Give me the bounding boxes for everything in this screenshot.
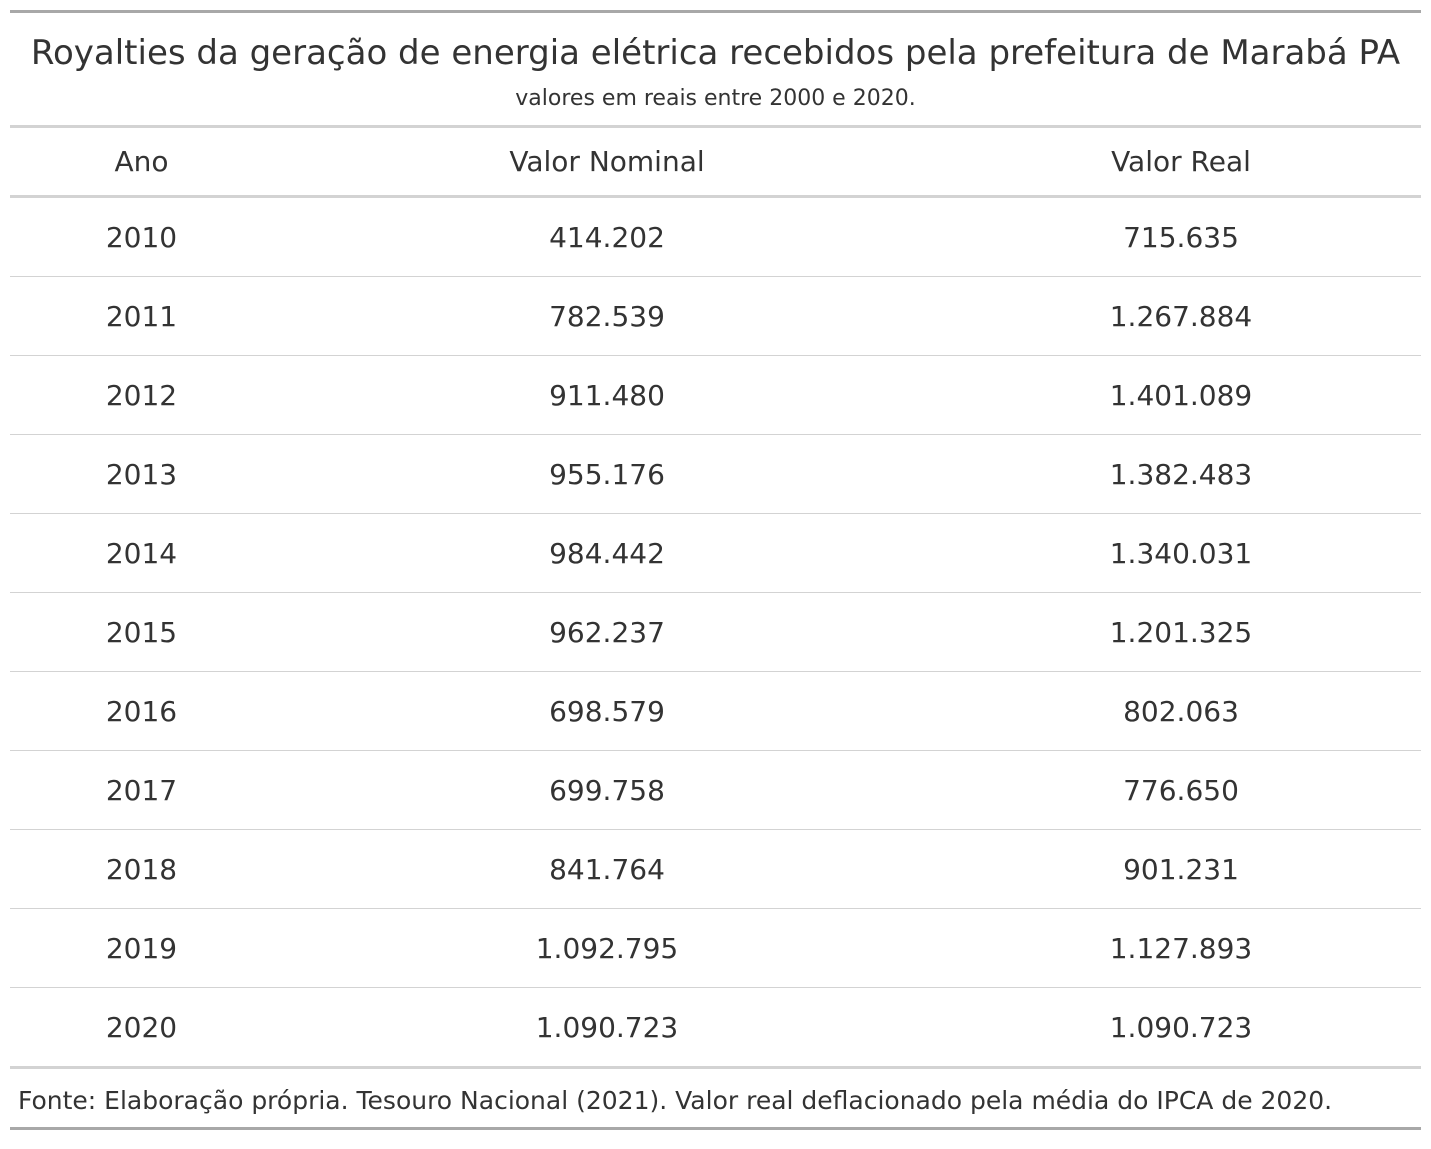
- cell-ano: 2017: [105, 773, 178, 807]
- source-note: Fonte: Elaboração própria. Tesouro Nacio…: [18, 1086, 1333, 1115]
- cell-valor-nominal: 955.176: [549, 457, 665, 491]
- cell-valor-nominal: 414.202: [549, 220, 665, 254]
- cell-valor-nominal: 1.092.795: [535, 931, 679, 965]
- table-row: 2018 841.764 901.231: [10, 829, 1421, 909]
- cell-ano: 2019: [105, 931, 178, 965]
- table-row: 2013 955.176 1.382.483: [10, 434, 1421, 514]
- table-row: 2011 782.539 1.267.884: [10, 276, 1421, 356]
- column-header-valor-nominal: Valor Nominal: [509, 145, 705, 178]
- cell-ano: 2013: [105, 457, 178, 491]
- cell-valor-nominal: 962.237: [549, 615, 665, 649]
- cell-valor-real: 1.401.089: [1109, 378, 1253, 412]
- table-row: 2015 962.237 1.201.325: [10, 592, 1421, 672]
- table-row: 2014 984.442 1.340.031: [10, 513, 1421, 593]
- cell-valor-nominal: 984.442: [549, 536, 665, 570]
- cell-ano: 2016: [105, 694, 178, 728]
- table-row: 2017 699.758 776.650: [10, 750, 1421, 830]
- cell-ano: 2015: [105, 615, 178, 649]
- cell-valor-nominal: 698.579: [549, 694, 665, 728]
- table-title: Royalties da geração de energia elétrica…: [30, 33, 1401, 73]
- cell-valor-real: 1.090.723: [1109, 1010, 1253, 1044]
- table-row: 2016 698.579 802.063: [10, 671, 1421, 751]
- cell-valor-nominal: 699.758: [549, 773, 665, 807]
- footer-rule: [10, 1066, 1421, 1069]
- header-top-rule: [10, 125, 1421, 128]
- cell-valor-nominal: 911.480: [549, 378, 665, 412]
- data-table: Ano Valor Nominal Valor Real 2010 414.202…: [10, 128, 1421, 1066]
- table-row: 2020 1.090.723 1.090.723: [10, 987, 1421, 1067]
- table-row: 2012 911.480 1.401.089: [10, 355, 1421, 435]
- cell-ano: 2012: [105, 378, 178, 412]
- top-rule: [10, 10, 1421, 13]
- table-row: 2010 414.202 715.635: [10, 197, 1421, 277]
- cell-valor-nominal: 841.764: [549, 852, 665, 886]
- cell-valor-nominal: 1.090.723: [535, 1010, 679, 1044]
- cell-valor-real: 776.650: [1123, 773, 1239, 807]
- table-row: 2019 1.092.795 1.127.893: [10, 908, 1421, 988]
- cell-ano: 2018: [105, 852, 178, 886]
- table-subtitle: valores em reais entre 2000 e 2020.: [515, 86, 916, 111]
- cell-valor-real: 1.201.325: [1109, 615, 1253, 649]
- cell-valor-real: 802.063: [1123, 694, 1239, 728]
- cell-ano: 2010: [105, 220, 178, 254]
- cell-valor-real: 1.340.031: [1109, 536, 1253, 570]
- bottom-rule: [10, 1127, 1421, 1130]
- column-header-ano: Ano: [114, 145, 169, 178]
- cell-valor-nominal: 782.539: [549, 299, 665, 333]
- cell-valor-real: 1.127.893: [1109, 931, 1253, 965]
- cell-valor-real: 1.267.884: [1109, 299, 1253, 333]
- cell-ano: 2020: [105, 1010, 178, 1044]
- cell-valor-real: 715.635: [1123, 220, 1239, 254]
- table-header: Ano Valor Nominal Valor Real: [10, 128, 1421, 197]
- cell-valor-real: 901.231: [1123, 852, 1239, 886]
- table-body: 2010 414.202 715.635 2011 782.539 1.267.884 20…: [10, 197, 1421, 1067]
- cell-ano: 2014: [105, 536, 178, 570]
- royalties-table-container: Royalties da geração de energia elétrica…: [10, 10, 1421, 1130]
- column-header-valor-real: Valor Real: [1111, 145, 1251, 178]
- cell-ano: 2011: [105, 299, 178, 333]
- header-row: Ano Valor Nominal Valor Real: [10, 128, 1421, 197]
- cell-valor-real: 1.382.483: [1109, 457, 1253, 491]
